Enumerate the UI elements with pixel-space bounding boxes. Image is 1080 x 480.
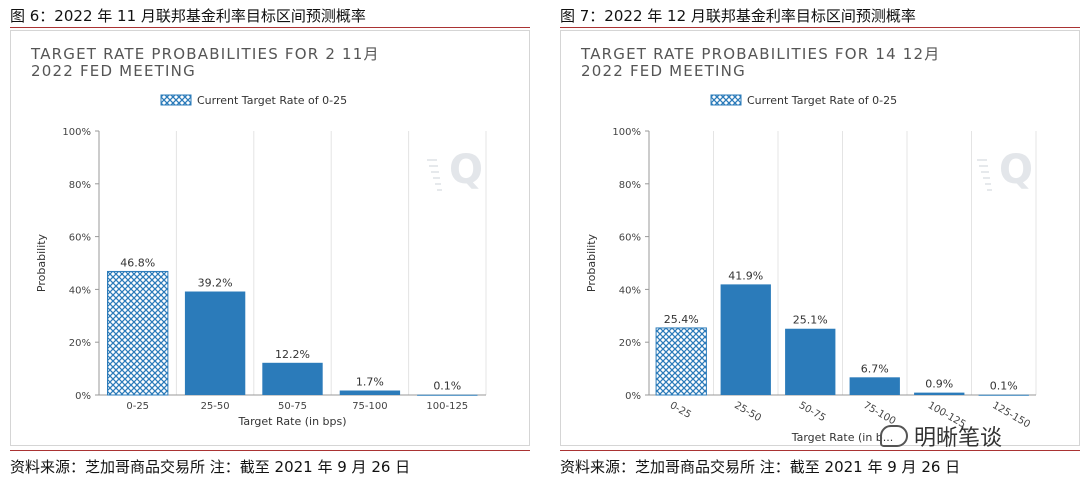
bar <box>849 377 900 395</box>
source-rule <box>10 450 530 451</box>
chart-frame: TARGET RATE PROBABILITIES FOR 14 12月 2022… <box>560 30 1080 446</box>
data-label: 0.9% <box>925 378 953 391</box>
data-label: 39.2% <box>198 277 233 290</box>
data-label: 25.4% <box>664 313 699 326</box>
x-tick-label: 25-50 <box>201 401 230 412</box>
bar <box>720 284 771 395</box>
data-label: 41.9% <box>728 269 763 282</box>
watermark: 明晰笔谈 <box>880 420 1002 452</box>
bar <box>655 327 707 396</box>
chart-panel-dec: 图 7：2022 年 12 月联邦基金利率目标区间预测概率 TARGET RAT… <box>560 0 1080 480</box>
legend-label: Current Target Rate of 0-25 <box>197 94 347 107</box>
wechat-icon <box>880 425 908 447</box>
svg-text:Q: Q <box>999 147 1033 193</box>
title-rule <box>10 27 530 28</box>
bar <box>417 394 478 396</box>
bar <box>262 362 323 395</box>
data-label: 25.1% <box>793 314 828 327</box>
data-label: 12.2% <box>275 348 310 361</box>
y-tick-label: 40% <box>619 285 641 296</box>
chart-title-line: TARGET RATE PROBABILITIES FOR 14 12月 <box>580 45 940 63</box>
bar-chart-dec: TARGET RATE PROBABILITIES FOR 14 12月2022… <box>580 45 1037 444</box>
x-tick-label: 100-125 <box>426 401 468 412</box>
chart-title-line: 2022 FED MEETING <box>581 62 746 80</box>
q-logo-icon: Q <box>427 147 483 193</box>
chart-title-line: 2022 FED MEETING <box>31 62 196 80</box>
source-note: 资料来源：芝加哥商品交易所 注：截至 2021 年 9 月 26 日 <box>560 458 961 476</box>
bar <box>184 291 246 395</box>
data-label: 6.7% <box>861 362 889 375</box>
figure-title: 图 7：2022 年 12 月联邦基金利率目标区间预测概率 <box>560 7 916 25</box>
y-tick-label: 60% <box>619 233 641 244</box>
chart-panel-nov: 图 6：2022 年 11 月联邦基金利率目标区间预测概率 TARGET RAT… <box>10 0 535 480</box>
x-tick-label: 75-100 <box>352 401 387 412</box>
chart-frame: TARGET RATE PROBABILITIES FOR 2 11月 2022 … <box>10 30 530 446</box>
q-logo-icon: Q <box>977 147 1033 193</box>
x-tick-label: 0-25 <box>126 401 149 412</box>
source-note: 资料来源：芝加哥商品交易所 注：截至 2021 年 9 月 26 日 <box>10 458 411 476</box>
data-label: 46.8% <box>120 256 155 269</box>
x-tick-label: 50-75 <box>797 400 828 424</box>
y-tick-label: 80% <box>619 180 641 191</box>
legend-swatch <box>710 94 742 106</box>
y-tick-label: 40% <box>69 285 91 296</box>
bar <box>107 270 169 396</box>
legend-swatch <box>160 94 192 106</box>
data-label: 1.7% <box>356 376 384 389</box>
y-tick-label: 60% <box>69 233 91 244</box>
source-rule <box>560 450 1080 451</box>
x-tick-label: 25-50 <box>732 400 763 424</box>
legend-label: Current Target Rate of 0-25 <box>747 94 897 107</box>
y-tick-label: 80% <box>69 180 91 191</box>
watermark-text: 明晰笔谈 <box>914 426 1003 451</box>
x-tick-label: 0-25 <box>668 400 693 421</box>
y-tick-label: 100% <box>62 127 91 138</box>
x-axis-title: Target Rate (in bps) <box>237 415 346 428</box>
bar <box>978 394 1029 396</box>
data-label: 0.1% <box>990 380 1018 393</box>
y-tick-label: 20% <box>69 338 91 349</box>
bar <box>785 328 836 395</box>
x-tick-label: 50-75 <box>278 401 307 412</box>
x-axis-title: Target Rate (in b... <box>791 431 894 444</box>
y-tick-label: 100% <box>612 127 641 138</box>
y-tick-label: 20% <box>619 338 641 349</box>
svg-text:Q: Q <box>449 147 483 193</box>
figure-title: 图 6：2022 年 11 月联邦基金利率目标区间预测概率 <box>10 7 366 25</box>
data-label: 0.1% <box>433 380 461 393</box>
y-axis-title: Probability <box>35 233 48 292</box>
y-tick-label: 0% <box>625 391 641 402</box>
y-axis-title: Probability <box>585 233 598 292</box>
bar <box>914 392 965 395</box>
title-rule <box>560 27 1080 28</box>
bar-chart-nov: TARGET RATE PROBABILITIES FOR 2 11月2022 … <box>30 45 487 428</box>
y-tick-label: 0% <box>75 391 91 402</box>
bar <box>339 390 401 395</box>
chart-title-line: TARGET RATE PROBABILITIES FOR 2 11月 <box>30 45 380 63</box>
